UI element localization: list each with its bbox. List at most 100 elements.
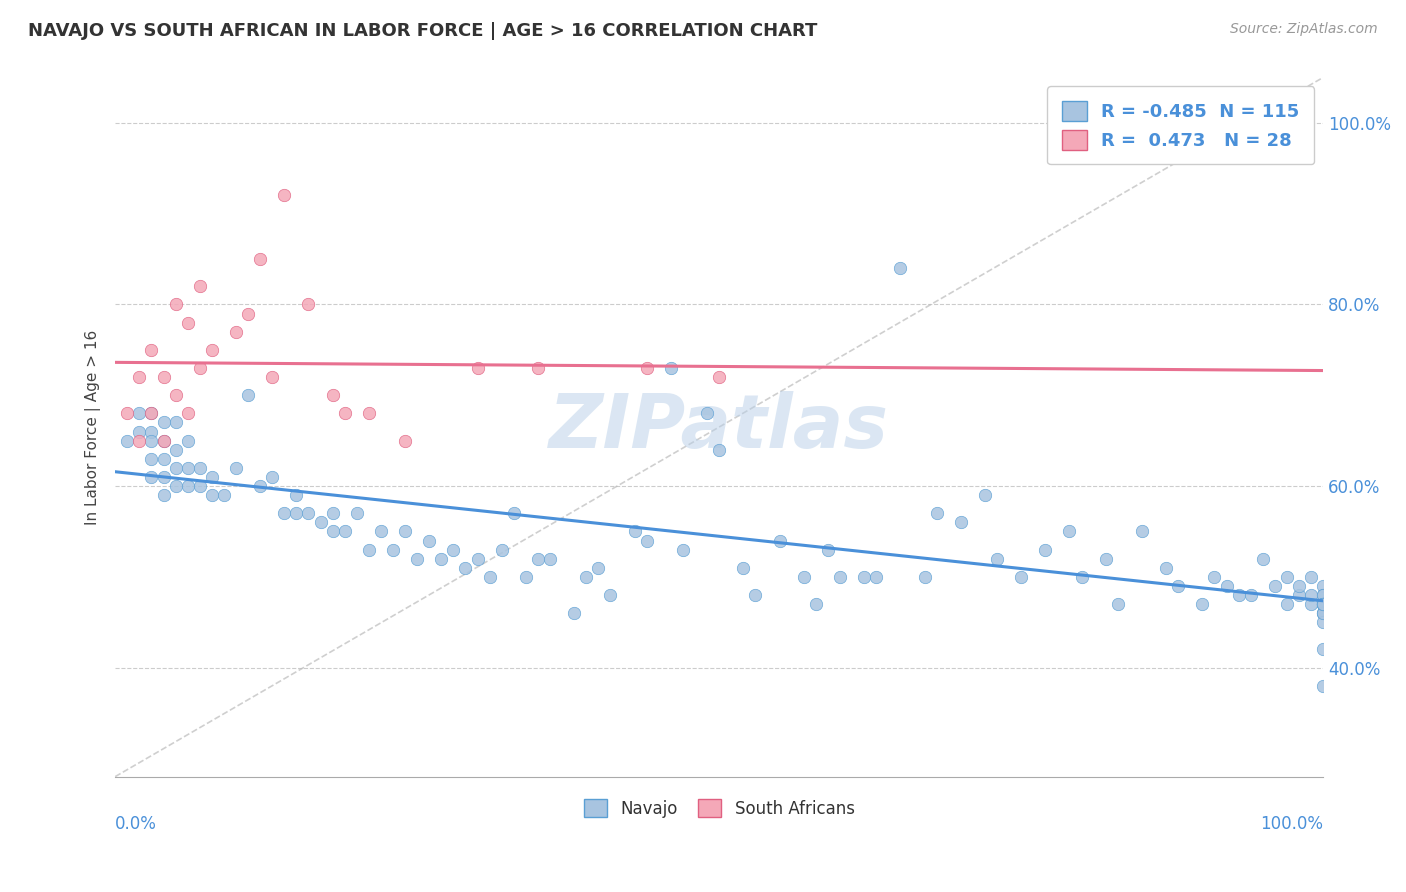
Point	[141, 406, 163, 420]
Point	[1299, 597, 1322, 611]
Point	[152, 451, 174, 466]
Point	[394, 434, 416, 448]
Point	[1204, 570, 1226, 584]
Point	[117, 406, 139, 420]
Point	[1094, 551, 1116, 566]
Point	[853, 570, 876, 584]
Point	[467, 361, 489, 376]
Point	[1299, 570, 1322, 584]
Point	[1288, 588, 1310, 602]
Point	[1251, 551, 1274, 566]
Point	[1312, 606, 1334, 620]
Point	[562, 606, 585, 620]
Point	[1107, 597, 1129, 611]
Point	[623, 524, 645, 539]
Point	[1312, 597, 1334, 611]
Point	[502, 506, 524, 520]
Point	[1275, 570, 1298, 584]
Point	[273, 188, 295, 202]
Point	[974, 488, 997, 502]
Point	[949, 516, 972, 530]
Point	[1154, 561, 1177, 575]
Point	[1312, 597, 1334, 611]
Point	[914, 570, 936, 584]
Point	[889, 261, 911, 276]
Point	[152, 488, 174, 502]
Point	[201, 470, 224, 484]
Point	[165, 388, 187, 402]
Point	[165, 461, 187, 475]
Point	[165, 442, 187, 457]
Point	[406, 551, 429, 566]
Point	[1312, 597, 1334, 611]
Point	[382, 542, 405, 557]
Point	[346, 506, 368, 520]
Point	[636, 361, 658, 376]
Point	[152, 416, 174, 430]
Point	[636, 533, 658, 548]
Point	[478, 570, 501, 584]
Point	[491, 542, 513, 557]
Point	[1312, 597, 1334, 611]
Point	[1312, 597, 1334, 611]
Point	[575, 570, 598, 584]
Point	[1312, 606, 1334, 620]
Point	[201, 343, 224, 357]
Point	[141, 451, 163, 466]
Point	[152, 470, 174, 484]
Point	[793, 570, 815, 584]
Point	[733, 561, 755, 575]
Point	[333, 406, 356, 420]
Point	[1130, 524, 1153, 539]
Legend: Navajo, South Africans: Navajo, South Africans	[576, 792, 862, 824]
Point	[285, 506, 308, 520]
Point	[188, 479, 211, 493]
Point	[527, 551, 550, 566]
Point	[515, 570, 537, 584]
Point	[659, 361, 682, 376]
Point	[768, 533, 790, 548]
Point	[152, 434, 174, 448]
Point	[1312, 642, 1334, 657]
Point	[176, 461, 198, 475]
Point	[441, 542, 464, 557]
Point	[141, 406, 163, 420]
Point	[1312, 597, 1334, 611]
Point	[201, 488, 224, 502]
Point	[418, 533, 440, 548]
Point	[1288, 579, 1310, 593]
Point	[176, 434, 198, 448]
Point	[370, 524, 392, 539]
Text: 0.0%: 0.0%	[115, 815, 157, 833]
Point	[986, 551, 1008, 566]
Point	[394, 524, 416, 539]
Point	[1070, 570, 1092, 584]
Y-axis label: In Labor Force | Age > 16: In Labor Force | Age > 16	[86, 329, 101, 524]
Text: Source: ZipAtlas.com: Source: ZipAtlas.com	[1230, 22, 1378, 37]
Point	[128, 425, 150, 439]
Point	[430, 551, 453, 566]
Point	[212, 488, 235, 502]
Point	[804, 597, 827, 611]
Point	[262, 470, 284, 484]
Point	[538, 551, 561, 566]
Point	[1227, 588, 1250, 602]
Point	[236, 388, 259, 402]
Point	[225, 325, 247, 339]
Point	[188, 361, 211, 376]
Point	[707, 370, 730, 384]
Point	[696, 406, 718, 420]
Point	[1010, 570, 1032, 584]
Point	[128, 406, 150, 420]
Point	[1312, 679, 1334, 693]
Point	[1191, 597, 1213, 611]
Point	[1264, 579, 1286, 593]
Point	[165, 479, 187, 493]
Point	[188, 279, 211, 293]
Point	[588, 561, 610, 575]
Point	[333, 524, 356, 539]
Point	[1312, 615, 1334, 630]
Point	[262, 370, 284, 384]
Point	[285, 488, 308, 502]
Point	[128, 434, 150, 448]
